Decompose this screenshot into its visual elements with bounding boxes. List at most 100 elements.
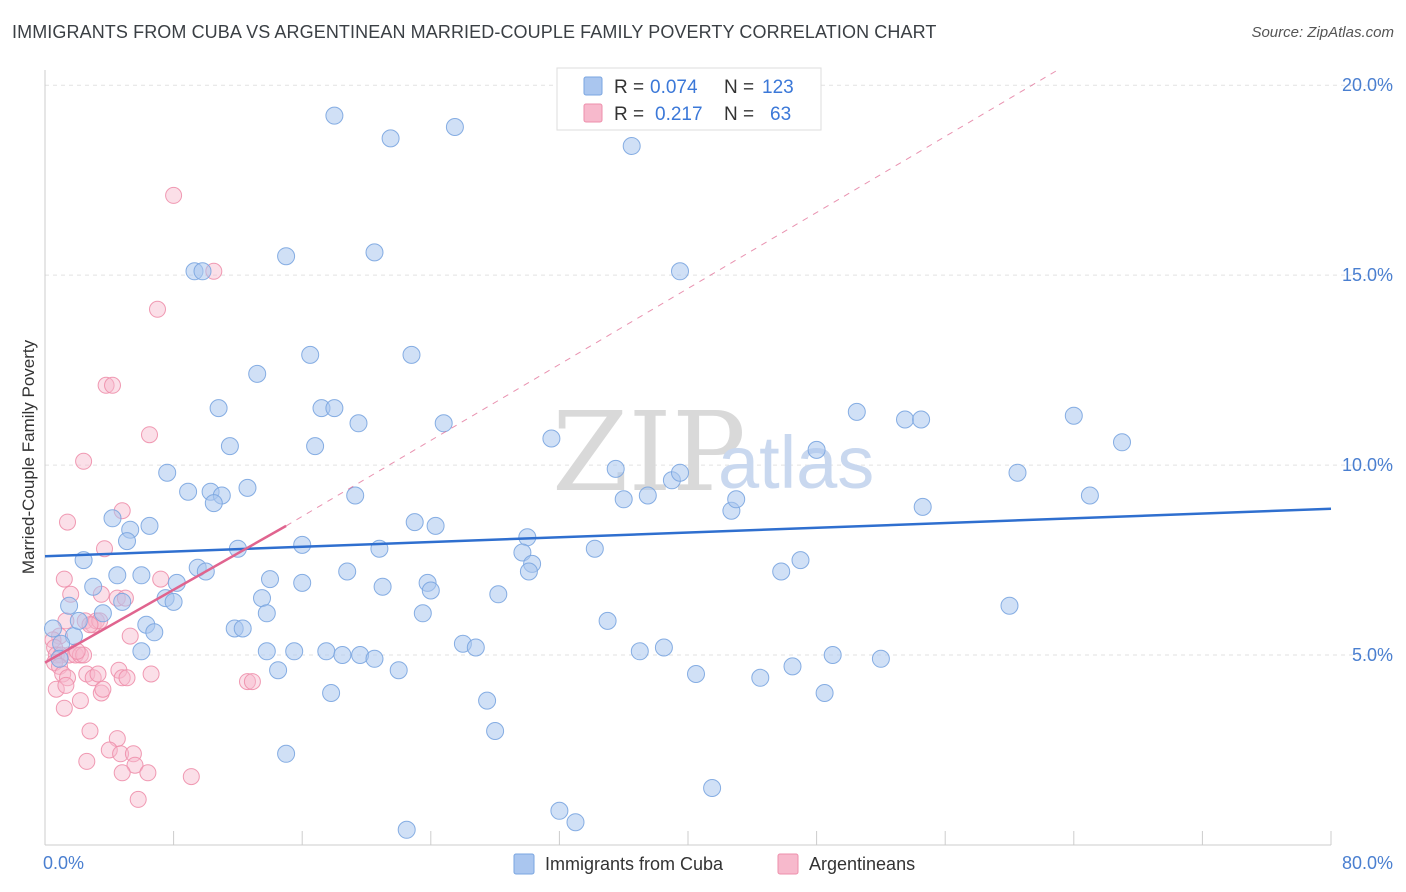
point-cuba: [598, 611, 617, 630]
point-cuba: [317, 642, 336, 661]
legend-r-value-argentineans: 0.217: [655, 104, 703, 125]
point-cuba: [847, 402, 866, 421]
point-cuba: [566, 813, 585, 832]
y-tick-label: 5.0%: [1352, 645, 1393, 665]
point-cuba: [269, 661, 288, 680]
legend-swatch-cuba: [583, 76, 603, 96]
bottom-legend-label-argentineans: Argentineans: [809, 854, 915, 874]
point-cuba: [426, 516, 445, 535]
point-cuba: [257, 604, 276, 623]
axes: [44, 70, 1332, 846]
point-cuba: [44, 619, 62, 638]
point-cuba: [654, 638, 673, 657]
point-cuba: [261, 570, 279, 589]
point-cuba: [164, 592, 183, 611]
point-argentineans: [57, 676, 75, 694]
point-cuba: [132, 642, 151, 661]
point-cuba: [519, 562, 538, 581]
bottom-legend-swatch-argentineans: [777, 853, 799, 875]
point-cuba: [703, 779, 722, 797]
point-cuba: [333, 646, 352, 664]
point-cuba: [209, 399, 228, 418]
point-cuba: [1008, 463, 1027, 482]
point-argentineans: [75, 452, 93, 470]
point-cuba: [413, 604, 432, 623]
point-cuba: [434, 414, 453, 433]
point-cuba: [113, 592, 132, 611]
point-argentineans: [141, 426, 158, 444]
point-cuba: [285, 642, 304, 661]
point-argentineans: [142, 665, 160, 683]
point-cuba: [1064, 406, 1083, 425]
point-cuba: [751, 668, 770, 687]
point-cuba: [1000, 596, 1019, 615]
point-cuba: [671, 463, 689, 482]
point-argentineans: [112, 745, 130, 763]
point-argentineans: [121, 627, 139, 645]
point-cuba: [478, 691, 497, 710]
point-cuba: [277, 247, 296, 266]
point-argentineans: [182, 768, 200, 786]
point-cuba: [338, 562, 357, 581]
point-cuba: [145, 623, 164, 642]
point-argentineans: [94, 680, 112, 698]
point-argentineans: [78, 752, 96, 770]
point-argentineans: [55, 570, 73, 588]
source-label: Source: ZipAtlas.com: [1251, 24, 1394, 41]
legend-n-value-argentineans: 63: [770, 104, 791, 125]
point-argentineans: [97, 376, 115, 394]
point-argentineans: [118, 669, 136, 687]
point-argentineans: [47, 680, 65, 698]
point-cuba: [158, 463, 177, 482]
trend-lines: [44, 69, 1332, 664]
gridlines: [45, 84, 1391, 656]
point-cuba: [132, 566, 151, 585]
point-cuba: [807, 440, 826, 459]
point-cuba: [421, 581, 440, 600]
legend-n-value-cuba: 123: [762, 77, 794, 98]
point-cuba: [193, 262, 212, 281]
x-tick-label: 80.0%: [1342, 853, 1393, 873]
point-argentineans: [71, 692, 89, 710]
legend-swatch-argentineans: [583, 103, 603, 123]
point-argentineans: [59, 513, 76, 531]
point-cuba: [815, 684, 834, 702]
trend-extension-argentineans: [285, 69, 1058, 527]
point-cuba: [445, 118, 464, 136]
point-argentineans: [243, 673, 261, 691]
point-cuba: [823, 646, 842, 664]
series-legend: Immigrants from Cuba Argentineans: [513, 853, 915, 875]
point-cuba: [233, 619, 252, 638]
point-cuba: [204, 494, 223, 513]
point-cuba: [84, 577, 103, 596]
point-cuba: [486, 722, 505, 740]
point-cuba: [1080, 486, 1099, 505]
point-cuba: [103, 509, 122, 528]
point-cuba: [325, 399, 344, 418]
point-cuba: [912, 410, 931, 429]
series-immigrants-from-cuba: [44, 106, 1131, 839]
point-cuba: [727, 490, 746, 509]
point-argentineans: [104, 376, 121, 394]
point-cuba: [293, 535, 312, 554]
point-cuba: [405, 513, 424, 532]
point-cuba: [373, 577, 392, 596]
point-cuba: [60, 596, 79, 615]
point-cuba: [1113, 433, 1131, 452]
point-argentineans: [113, 764, 131, 782]
bottom-legend-label-cuba: Immigrants from Cuba: [545, 854, 724, 874]
point-cuba: [585, 539, 604, 558]
point-cuba: [306, 437, 325, 456]
point-cuba: [248, 364, 267, 383]
point-cuba: [365, 649, 384, 668]
point-cuba: [489, 585, 508, 604]
point-cuba: [671, 262, 689, 281]
trend-line-cuba: [44, 507, 1332, 558]
point-cuba: [93, 604, 112, 623]
point-cuba: [325, 106, 344, 125]
point-cuba: [614, 490, 633, 509]
point-cuba: [349, 414, 368, 433]
point-cuba: [638, 486, 657, 505]
point-cuba: [687, 665, 705, 683]
point-argentineans: [152, 570, 170, 588]
